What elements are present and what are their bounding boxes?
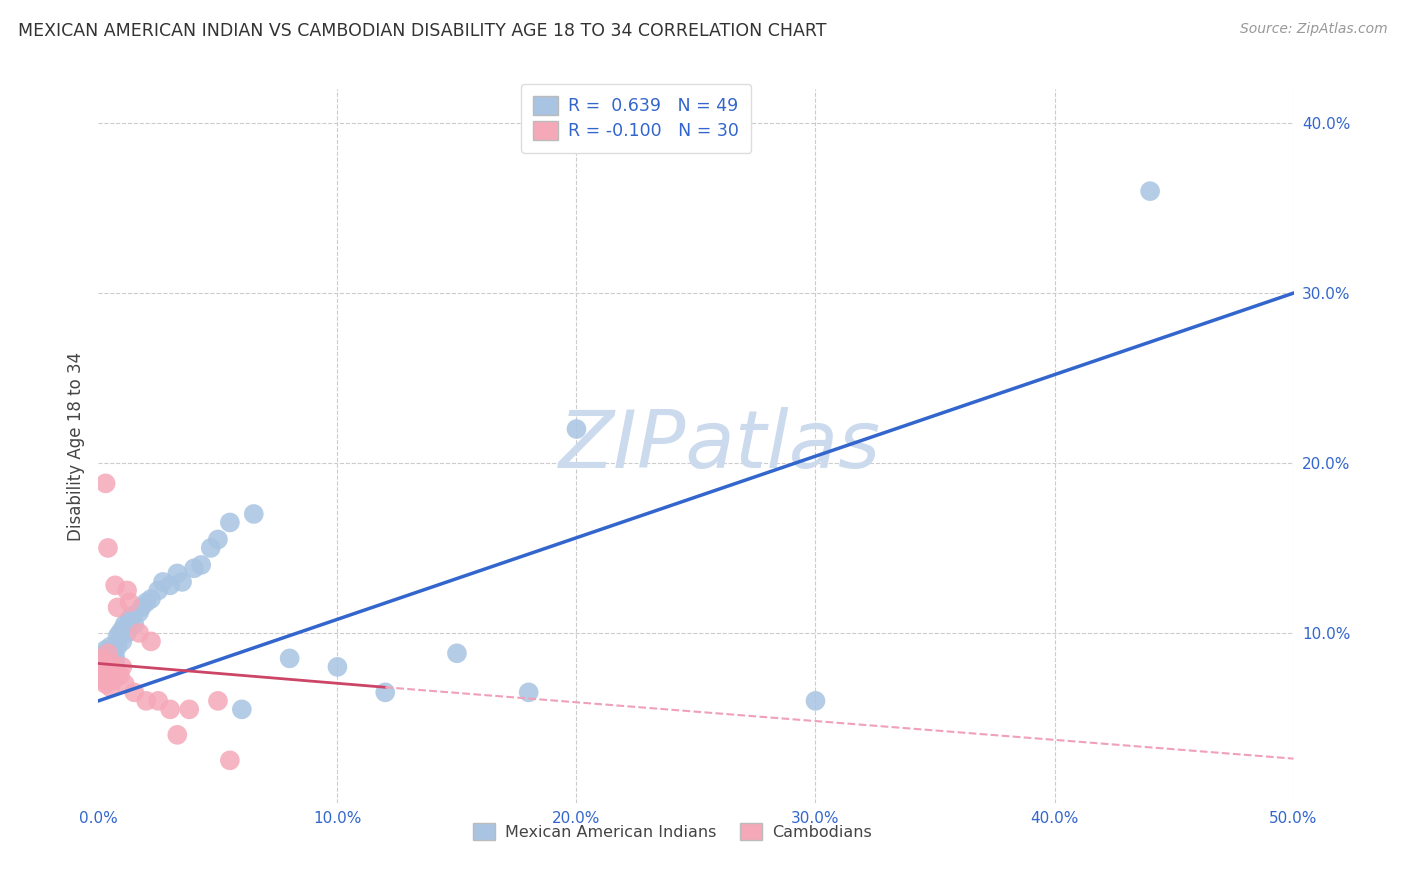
Text: ZIPatlas: ZIPatlas xyxy=(558,407,882,485)
Point xyxy=(128,606,150,620)
Point xyxy=(108,668,131,682)
Point xyxy=(97,649,120,664)
Point xyxy=(91,651,114,665)
Point xyxy=(231,702,253,716)
Point xyxy=(446,646,468,660)
Point xyxy=(101,648,124,662)
Point xyxy=(207,694,229,708)
Point xyxy=(115,583,138,598)
Legend: Mexican American Indians, Cambodians: Mexican American Indians, Cambodians xyxy=(464,815,880,848)
Text: MEXICAN AMERICAN INDIAN VS CAMBODIAN DISABILITY AGE 18 TO 34 CORRELATION CHART: MEXICAN AMERICAN INDIAN VS CAMBODIAN DIS… xyxy=(18,22,827,40)
Point xyxy=(104,578,127,592)
Point xyxy=(90,666,112,681)
Point xyxy=(108,626,131,640)
Point xyxy=(111,623,134,637)
Point xyxy=(98,680,122,694)
Point xyxy=(219,516,242,530)
Point xyxy=(1139,184,1161,198)
Point xyxy=(124,685,146,699)
Point xyxy=(118,612,141,626)
Point xyxy=(183,561,205,575)
Point xyxy=(131,600,153,615)
Point xyxy=(114,677,136,691)
Point xyxy=(159,702,181,716)
Point xyxy=(107,640,129,654)
Point xyxy=(139,591,162,606)
Point xyxy=(94,660,117,674)
Point xyxy=(179,702,201,716)
Point xyxy=(98,651,122,665)
Point xyxy=(219,753,242,767)
Point xyxy=(115,626,138,640)
Point xyxy=(374,685,396,699)
Point xyxy=(94,677,117,691)
Point xyxy=(104,649,127,664)
Point xyxy=(114,617,136,632)
Point xyxy=(166,566,188,581)
Y-axis label: Disability Age 18 to 34: Disability Age 18 to 34 xyxy=(66,351,84,541)
Point xyxy=(128,626,150,640)
Point xyxy=(107,600,129,615)
Point xyxy=(91,657,114,671)
Point xyxy=(104,655,127,669)
Point xyxy=(139,634,162,648)
Point xyxy=(804,694,827,708)
Point xyxy=(207,533,229,547)
Point xyxy=(98,662,122,676)
Point xyxy=(148,694,170,708)
Point xyxy=(91,673,114,688)
Point xyxy=(101,643,124,657)
Point xyxy=(121,608,143,623)
Point xyxy=(107,629,129,643)
Point xyxy=(94,646,117,660)
Point xyxy=(124,617,146,632)
Point xyxy=(190,558,212,572)
Point xyxy=(97,646,120,660)
Point xyxy=(98,663,122,677)
Point xyxy=(101,657,124,671)
Point xyxy=(565,422,588,436)
Point xyxy=(97,657,120,671)
Point xyxy=(90,651,112,665)
Point xyxy=(98,640,122,654)
Point xyxy=(172,574,194,589)
Point xyxy=(118,595,141,609)
Point xyxy=(278,651,301,665)
Point xyxy=(111,660,134,674)
Point xyxy=(97,541,120,555)
Point xyxy=(517,685,540,699)
Point xyxy=(243,507,266,521)
Point xyxy=(90,660,112,674)
Point xyxy=(159,578,181,592)
Point xyxy=(326,660,349,674)
Point xyxy=(135,595,157,609)
Point xyxy=(94,643,117,657)
Point xyxy=(111,634,134,648)
Point xyxy=(91,663,114,677)
Point xyxy=(152,574,174,589)
Point xyxy=(135,694,157,708)
Point xyxy=(94,476,117,491)
Point xyxy=(200,541,222,555)
Point xyxy=(101,673,124,688)
Point xyxy=(148,583,170,598)
Text: Source: ZipAtlas.com: Source: ZipAtlas.com xyxy=(1240,22,1388,37)
Point xyxy=(166,728,188,742)
Point xyxy=(94,655,117,669)
